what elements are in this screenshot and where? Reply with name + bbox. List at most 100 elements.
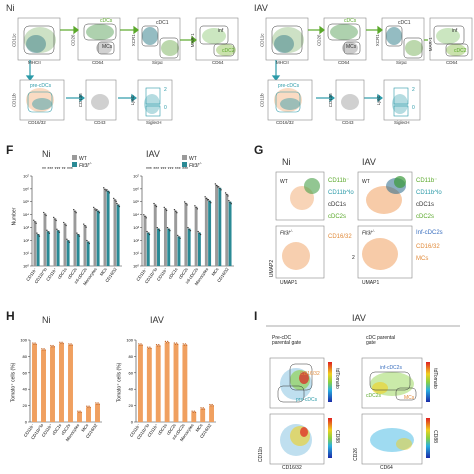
chart-h-iav-point [176,343,179,345]
chart-f-iav-point [143,214,145,216]
chart-h-ni-point [87,406,89,409]
chart-h-iav-point [156,345,159,347]
ni-axis-cd1632: CD16/32 [28,120,46,125]
i-plot-cdc-top [361,357,423,409]
g-iav-legend-2: cDC1s [416,202,435,208]
chart-f-ni-point [45,214,47,217]
chart-f-iav-point [198,232,201,234]
chart-h-iav-ytick-label: 40 [129,387,134,392]
chart-f-ni-point [75,212,77,214]
chart-f-ni-point [97,210,99,212]
chart-h-iav-bar [182,344,188,422]
i-right-colorbar-bottom [426,418,430,458]
ni-gate-precdcs: pre-cDCs [30,83,52,89]
chart-f-iav-point [156,226,158,229]
f-ni-title: Ni [42,149,51,159]
f-iav-legend-wt-label: WT [189,156,197,162]
f-ni-legend-ko-sup: -/- [88,161,92,166]
chart-f-ni-bar [96,210,100,266]
chart-f-ni-point [73,209,75,211]
iav-plot-mar1-cd64 [429,17,473,61]
chart-h-ni-point [98,403,100,405]
iav-axis-cd43: CD43 [342,120,354,125]
chart-h-ni-point [86,405,88,407]
chart-h-ni-point [42,349,44,351]
chart-f-ni-ytick-label: 10⁴ [23,212,29,217]
chart-f-ni-bar [83,225,87,266]
iav-gate-2: 2 [412,87,415,93]
chart-f-ni-bar [43,213,47,266]
ni-axis-mhcii: MHCII [28,60,41,65]
i-cbar-left-bottom: CD88 [333,430,340,443]
chart-h-iav-bar [191,412,197,422]
chart-f-iav-bar [163,208,167,266]
chart-f-ni-point [115,200,117,203]
g-iav-ko-label: Flt3l-/- [362,229,375,237]
chart-f-ni-point [53,216,55,219]
ni-axis-sirpa: Sirpα [152,60,163,65]
chart-h-ni-bar [95,403,100,422]
g-ni-ko-name: Flt3l [280,230,290,237]
chart-h-iav-point [191,410,193,412]
chart-f-iav-point [166,226,169,229]
chart-f-ni-point [103,187,105,189]
chart-f-ni-point [67,240,69,242]
f-iav-title: IAV [146,149,160,159]
chart-h-iav-point [159,345,161,347]
chart-h-ni-point [69,344,71,346]
chart-f-ni-point [66,238,68,240]
f-iav-sig: *** *** *** *** *** *** [146,167,188,173]
g-iav-legend-3: cDC2s [416,214,435,220]
chart-f-iav-ytick-label: 10¹ [133,251,139,256]
chart-f-ni-bar [86,241,90,266]
iav-plot-cd11b-cd16 [267,79,313,121]
chart-h-ni-point [32,342,34,344]
chart-h-ni-xtick-label: MCs [80,423,89,433]
chart-f-iav-ytick-label: 10⁰ [133,264,139,269]
chart-f-ni-bar [93,208,97,266]
f-ni-legend-wt: WT [72,155,87,162]
chart-f-ni-bar [63,223,67,266]
g-iav-ko-sup: -/- [371,229,375,233]
chart-h-ni-point [62,342,64,345]
chart-h-iav-point [166,340,169,343]
chart-h-ni-point [34,342,36,344]
chart-h-iav-point [184,343,187,345]
chart-h-ni-xtick-label: cDC2s [60,423,71,436]
chart-h-iav-point [146,346,149,348]
chart-f-iav-bar [177,236,181,266]
chart-f-ni-point [76,232,78,234]
ni-gate-0: 0 [164,105,167,111]
chart-h-iav-point [194,411,197,414]
f-ni-legend-ko-swatch [72,162,77,167]
iav-gate-0: 0 [412,105,415,111]
chart-h-ni-point [61,341,63,343]
chart-f-iav-point [195,206,197,209]
chart-h-iav-ytick-label: 20 [129,403,134,408]
chart-h-iav-point [203,408,206,410]
chart-f-iav-point [176,212,178,214]
chart-f-ni-point [87,241,89,243]
g-ni-ko-label: Flt3l-/- [280,229,293,237]
chart-f-ni-point [105,190,107,192]
chart-h-iav-point [182,343,184,345]
chart-f-ni-ytick-label: 10⁶ [23,186,29,191]
chart-h-iav-point [139,344,141,346]
f-iav-legend-wt: WT [182,155,197,162]
chart-f-iav-bar [204,197,208,266]
chart-f-iav-xtick-label: cDC2s [178,267,189,280]
chart-h-iav-point [149,346,151,348]
chart-h-ni-ytick-label: 60 [23,370,28,375]
i-cbar-right-bottom: CD88 [431,430,438,443]
chart-f-iav-ytick-label: 10² [133,238,139,243]
chart-f-iav-point [183,201,186,203]
panel-g-letter: G [254,143,264,157]
chart-h-iav-point [165,341,168,344]
chart-f-ni-xtick-label: cDC1s [57,267,68,280]
i-axis-cd64: CD64 [380,465,393,471]
iav-gate-inf: inf [452,28,458,34]
chart-f-iav-ytick-label: 10⁴ [133,212,139,217]
chart-f-ni-point [37,233,39,236]
